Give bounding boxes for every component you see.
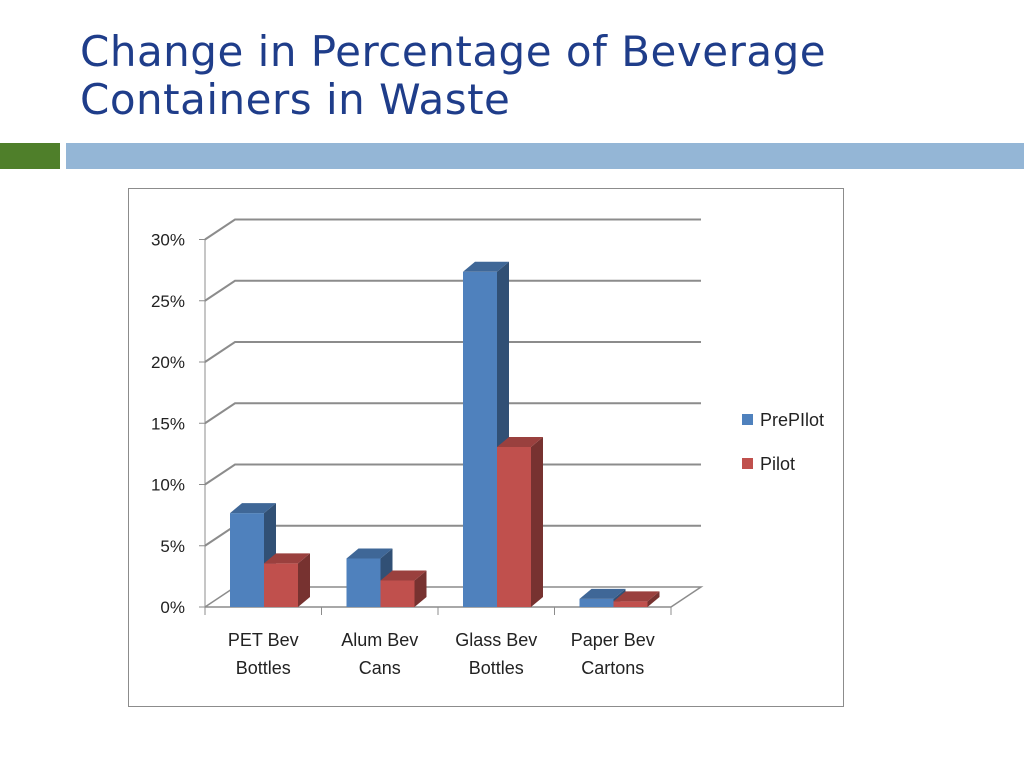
- y-tick-labels: 0% 5% 10% 15% 20% 25% 30%: [151, 231, 185, 618]
- y-tick-label: 5%: [160, 537, 185, 556]
- y-tick-label: 0%: [160, 598, 185, 617]
- accent-bar-blue: [66, 143, 1024, 169]
- legend: PrePIlot Pilot: [742, 410, 824, 474]
- bar-prepilot-2: [463, 261, 509, 607]
- y-tick-label: 15%: [151, 414, 185, 433]
- x-tick-labels: PET Bev Bottles Alum Bev Cans Glass Bev Bottl…: [228, 630, 655, 678]
- gridline: [204, 524, 701, 547]
- bar-pilot-0: [264, 553, 310, 607]
- accent-bar-green: [0, 143, 60, 169]
- gridline: [204, 341, 701, 363]
- y-tick-label: 10%: [151, 476, 185, 495]
- gridline: [204, 402, 701, 425]
- legend-swatch: [742, 458, 753, 469]
- y-tick-label: 30%: [151, 231, 185, 250]
- bars: [230, 261, 660, 607]
- bar-pilot-3: [613, 591, 660, 607]
- slide-title: Change in Percentage of Beverage Contain…: [80, 27, 827, 124]
- x-tick-label: Glass Bev Bottles: [455, 630, 537, 678]
- x-tick-label: Paper Bev Cartons: [571, 630, 655, 678]
- gridlines: [204, 218, 704, 608]
- axes: [199, 239, 672, 615]
- legend-swatch: [742, 414, 753, 425]
- bar-pilot-2: [497, 436, 543, 607]
- gridline: [204, 279, 701, 302]
- gridline: [204, 218, 701, 241]
- gridline: [204, 463, 701, 486]
- legend-label: Pilot: [760, 454, 795, 474]
- x-tick-label: Alum Bev Cans: [341, 630, 418, 678]
- y-tick-label: 25%: [151, 292, 185, 311]
- y-tick-label: 20%: [151, 353, 185, 372]
- legend-label: PrePIlot: [760, 410, 824, 430]
- x-tick-label: PET Bev Bottles: [228, 630, 299, 678]
- bar-pilot-1: [380, 570, 427, 607]
- bar-chart: 0% 5% 10% 15% 20% 25% 30% PET Bev Bottles Alum B…: [151, 218, 824, 678]
